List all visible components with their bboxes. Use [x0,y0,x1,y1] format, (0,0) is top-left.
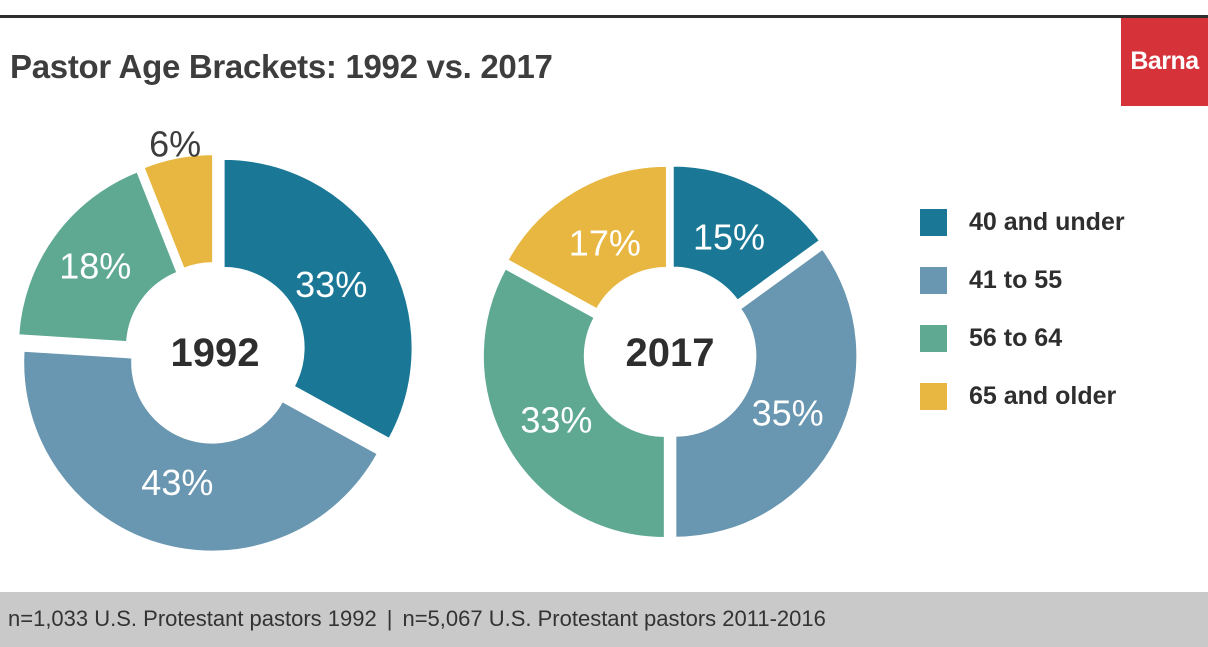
legend-item: 40 and under [920,193,1125,251]
legend-swatch [920,266,947,294]
slice-label-1992-2: 43% [141,462,213,503]
slice-2017-3 [481,267,666,540]
center-year-1992: 1992 [171,331,260,375]
slice-1992-3 [17,170,179,344]
slice-label-1992-3: 18% [59,246,131,287]
barna-logo: Barna [1121,18,1208,106]
center-year-2017: 2017 [626,331,715,375]
legend-label: 65 and older [969,381,1117,410]
legend-item: 41 to 55 [920,251,1125,309]
legend-swatch [920,324,947,352]
slice-label-2017-3: 33% [520,400,592,441]
top-rule [0,15,1208,18]
legend-label: 40 and under [969,207,1125,236]
slice-label-2017-2: 35% [752,392,824,433]
footer-sample-2017: n=5,067 U.S. Protestant pastors 2011-201… [402,606,826,631]
slice-2017-1 [671,164,822,303]
slice-label-1992-4: 6% [149,123,201,164]
legend-item: 56 to 64 [920,309,1125,367]
legend-swatch [920,208,947,236]
slice-2017-2 [674,247,859,539]
slice-label-1992-1: 33% [295,264,367,305]
donut-charts: 33% 43% 18% 6% 1992 15% 35% 33% 17% 2017 [17,123,859,553]
slice-label-2017-1: 15% [693,217,765,258]
slice-1992-2 [22,349,380,553]
chart-title: Pastor Age Brackets: 1992 vs. 2017 [10,48,553,85]
slice-2017-4 [506,164,668,311]
legend-label: 41 to 55 [969,265,1063,294]
legend-swatch [920,382,947,410]
footer-sample-1992: n=1,033 U.S. Protestant pastors 1992 [8,606,377,631]
footer-separator: | [386,606,393,631]
slice-1992-4 [142,153,215,271]
slice-label-2017-4: 17% [569,222,641,263]
legend-label: 56 to 64 [969,323,1063,352]
slice-1992-1 [222,157,414,441]
legend-item: 65 and older [920,367,1125,425]
legend: 40 and under 41 to 55 56 to 64 65 and ol… [920,193,1125,425]
footer-note: n=1,033 U.S. Protestant pastors 1992 | n=5… [0,592,1208,647]
